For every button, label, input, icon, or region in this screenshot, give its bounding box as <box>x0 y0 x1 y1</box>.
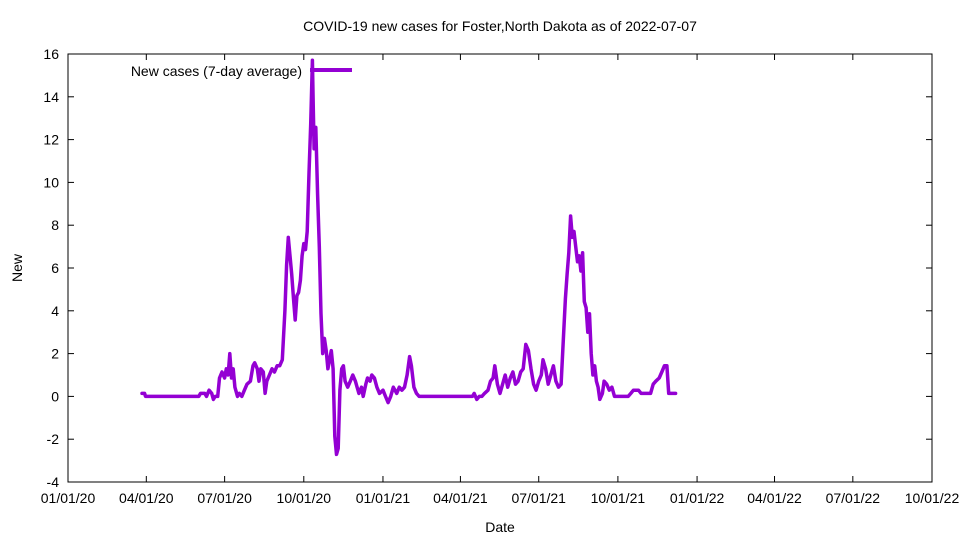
y-tick-label: 0 <box>51 388 59 404</box>
y-axis: -4 -2 0 2 4 6 8 10 12 14 16 <box>43 46 932 490</box>
series-layer <box>140 58 678 457</box>
y-tick-label: 12 <box>43 132 59 148</box>
y-tick-label: -2 <box>47 431 60 447</box>
y-tick-label: 10 <box>43 174 59 190</box>
y-tick-label: 8 <box>51 217 59 233</box>
y-tick-label: 16 <box>43 46 59 62</box>
y-tick-label: 6 <box>51 260 59 276</box>
y-tick-label: 4 <box>51 303 59 319</box>
legend: New cases (7-day average) <box>131 63 352 79</box>
x-tick-label: 10/01/21 <box>591 490 646 506</box>
x-tick-label: 04/01/21 <box>433 490 488 506</box>
x-tick-label: 04/01/20 <box>119 490 174 506</box>
y-tick-label: 2 <box>51 346 59 362</box>
series-line <box>140 58 678 457</box>
plot-frame <box>67 53 933 483</box>
x-tick-label: 07/01/21 <box>511 490 566 506</box>
x-tick-label: 10/01/22 <box>905 490 960 506</box>
x-tick-label: 07/01/20 <box>197 490 252 506</box>
legend-label: New cases (7-day average) <box>131 63 302 79</box>
x-axis-label: Date <box>485 519 515 535</box>
y-tick-label: -4 <box>47 474 60 490</box>
x-tick-label: 01/01/21 <box>356 490 411 506</box>
y-tick-label: 14 <box>43 89 59 105</box>
x-axis: 01/01/20 04/01/20 07/01/20 10/01/20 01/01/21… <box>41 54 960 506</box>
x-tick-label: 10/01/20 <box>277 490 332 506</box>
x-tick-label: 04/01/22 <box>747 490 802 506</box>
x-tick-label: 07/01/22 <box>826 490 881 506</box>
x-tick-label: 01/01/20 <box>41 490 96 506</box>
y-axis-label: New <box>9 253 25 282</box>
x-tick-label: 01/01/22 <box>670 490 725 506</box>
chart-title: COVID-19 new cases for Foster,North Dako… <box>303 18 697 34</box>
